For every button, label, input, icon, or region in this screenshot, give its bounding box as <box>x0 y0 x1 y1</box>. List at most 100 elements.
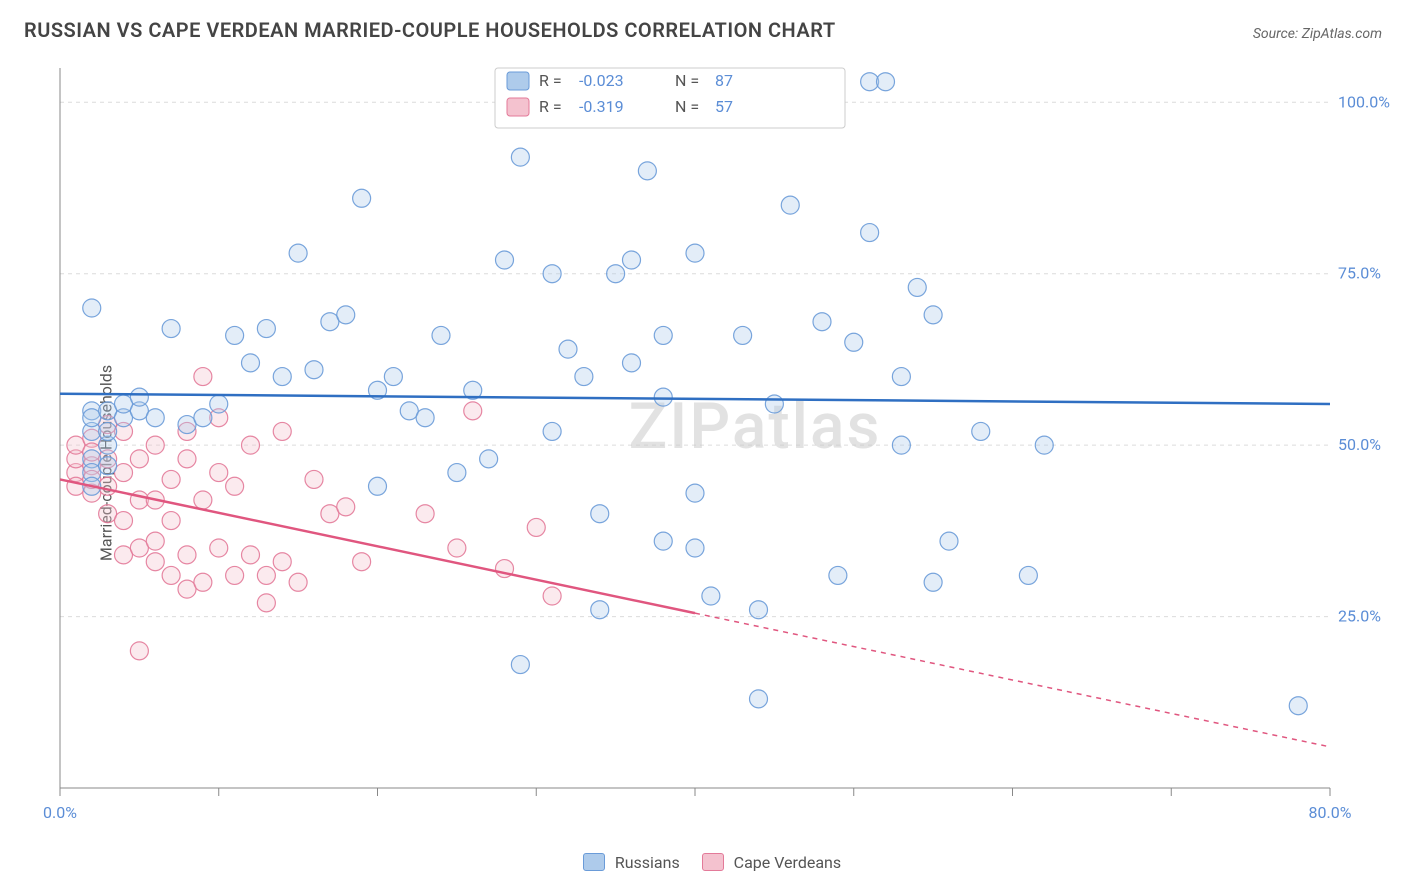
data-point <box>654 532 672 550</box>
data-point <box>162 566 180 584</box>
data-point <box>861 224 879 242</box>
legend-r-label: R = <box>539 97 562 116</box>
data-point <box>1035 436 1053 454</box>
data-point <box>162 470 180 488</box>
data-point <box>178 450 196 468</box>
legend-n-value: 87 <box>715 71 733 90</box>
data-point <box>781 196 799 214</box>
legend-label-russians: Russians <box>615 853 680 872</box>
data-point <box>115 512 133 530</box>
legend-r-value: -0.319 <box>579 97 624 116</box>
data-point <box>1289 697 1307 715</box>
data-point <box>702 587 720 605</box>
data-point <box>226 566 244 584</box>
data-point <box>924 306 942 324</box>
data-point <box>623 251 641 269</box>
trend-line-extrapolated <box>695 613 1330 747</box>
y-tick-label: 25.0% <box>1338 607 1381 626</box>
data-point <box>591 505 609 523</box>
data-point <box>686 539 704 557</box>
data-point <box>305 470 323 488</box>
data-point <box>353 189 371 207</box>
data-point <box>511 148 529 166</box>
data-point <box>162 512 180 530</box>
legend-r-label: R = <box>539 71 562 90</box>
data-point <box>1019 566 1037 584</box>
data-point <box>940 532 958 550</box>
data-point <box>432 326 450 344</box>
scatter-chart: 25.0%50.0%75.0%100.0%0.0%80.0%ZIPatlasR … <box>40 48 1400 828</box>
data-point <box>813 313 831 331</box>
legend-n-label: N = <box>675 97 699 116</box>
data-point <box>416 505 434 523</box>
data-point <box>924 573 942 591</box>
data-point <box>543 265 561 283</box>
data-point <box>734 326 752 344</box>
legend-swatch-russians <box>583 853 605 871</box>
data-point <box>146 532 164 550</box>
legend-label-capeverdeans: Cape Verdeans <box>734 853 841 872</box>
data-point <box>194 409 212 427</box>
data-point <box>146 436 164 454</box>
data-point <box>210 395 228 413</box>
data-point <box>337 498 355 516</box>
data-point <box>353 553 371 571</box>
data-point <box>623 354 641 372</box>
data-point <box>289 573 307 591</box>
data-point <box>242 546 260 564</box>
data-point <box>480 450 498 468</box>
legend-r-value: -0.023 <box>579 71 624 90</box>
data-point <box>908 278 926 296</box>
data-point <box>448 464 466 482</box>
data-point <box>289 244 307 262</box>
data-point <box>146 409 164 427</box>
data-point <box>464 402 482 420</box>
data-point <box>257 566 275 584</box>
data-point <box>654 326 672 344</box>
data-point <box>892 436 910 454</box>
data-point <box>226 326 244 344</box>
data-point <box>242 354 260 372</box>
data-point <box>591 601 609 619</box>
data-point <box>829 566 847 584</box>
data-point <box>686 484 704 502</box>
data-point <box>194 573 212 591</box>
data-point <box>83 299 101 317</box>
data-point <box>416 409 434 427</box>
data-point <box>750 690 768 708</box>
y-tick-label: 75.0% <box>1338 264 1381 283</box>
data-point <box>99 457 117 475</box>
data-point <box>384 368 402 386</box>
data-point <box>194 368 212 386</box>
x-tick-label: 0.0% <box>43 803 77 822</box>
data-point <box>305 361 323 379</box>
source-attribution: Source: ZipAtlas.com <box>1253 26 1382 42</box>
data-point <box>178 546 196 564</box>
data-point <box>273 368 291 386</box>
data-point <box>543 587 561 605</box>
legend-swatch <box>507 72 529 90</box>
data-point <box>638 162 656 180</box>
legend-n-label: N = <box>675 71 699 90</box>
data-point <box>130 450 148 468</box>
data-point <box>130 642 148 660</box>
data-point <box>99 422 117 440</box>
data-point <box>369 477 387 495</box>
y-tick-label: 100.0% <box>1338 92 1390 111</box>
data-point <box>257 320 275 338</box>
chart-title: RUSSIAN VS CAPE VERDEAN MARRIED-COUPLE H… <box>24 18 836 42</box>
y-tick-label: 50.0% <box>1338 435 1381 454</box>
data-point <box>257 594 275 612</box>
data-point <box>511 656 529 674</box>
legend-swatch <box>507 98 529 116</box>
data-point <box>273 553 291 571</box>
data-point <box>892 368 910 386</box>
data-point <box>543 422 561 440</box>
data-point <box>527 518 545 536</box>
data-point <box>765 395 783 413</box>
data-point <box>162 320 180 338</box>
legend-n-value: 57 <box>715 97 733 116</box>
data-point <box>496 251 514 269</box>
data-point <box>559 340 577 358</box>
data-point <box>686 244 704 262</box>
